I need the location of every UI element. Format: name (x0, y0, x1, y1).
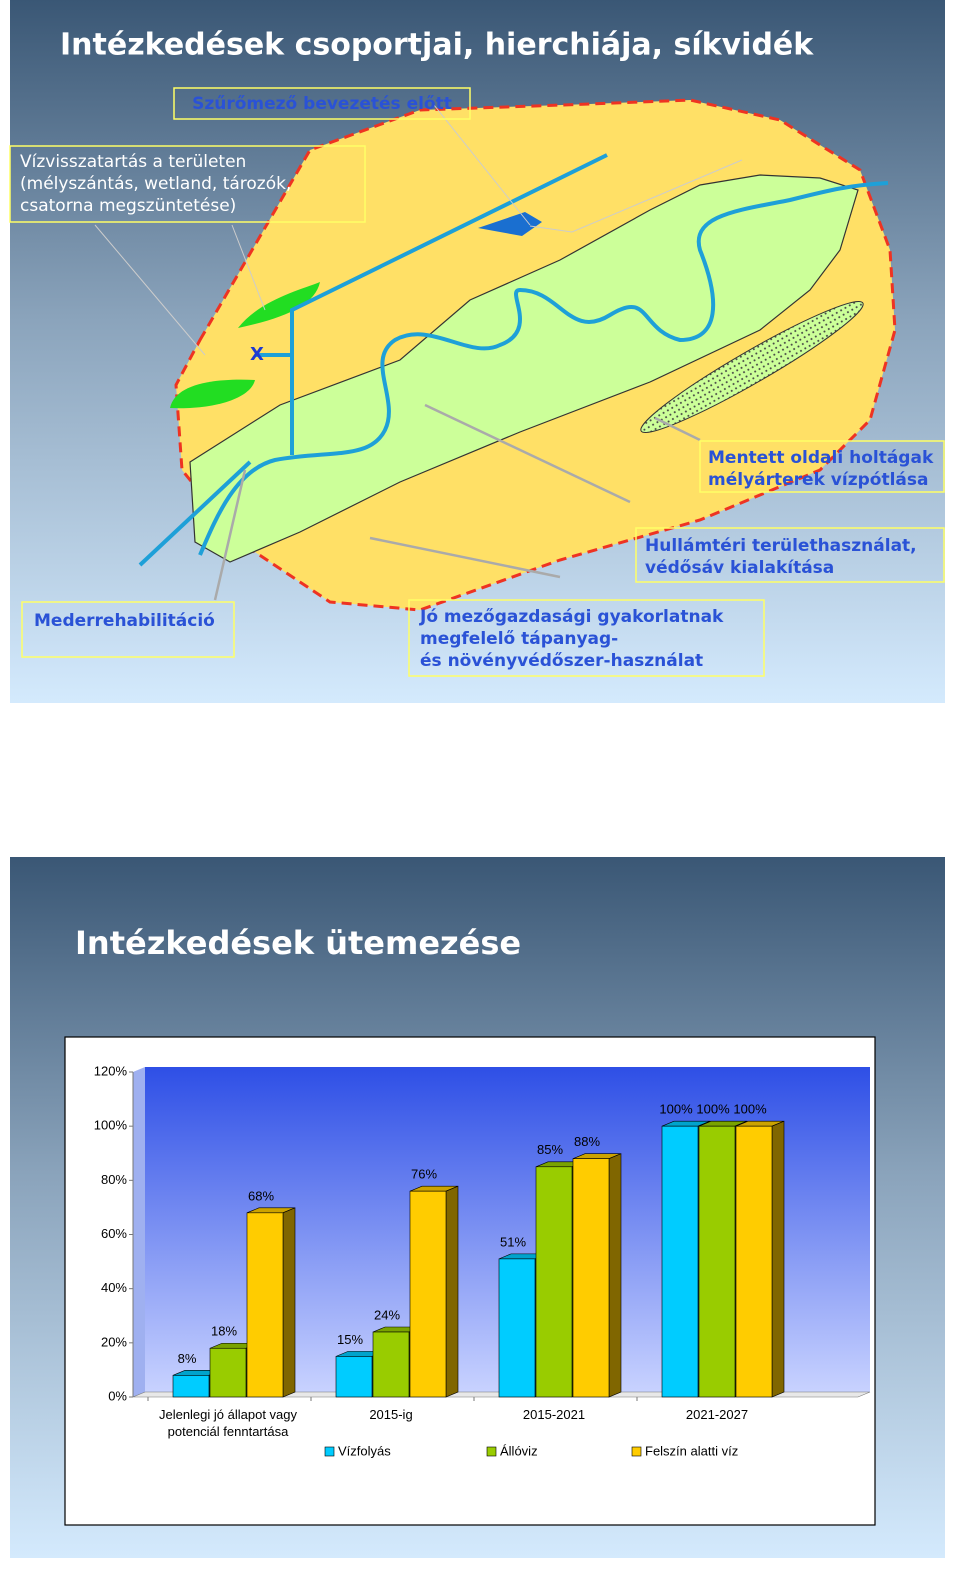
legend-swatch (486, 1446, 497, 1457)
callout-box (173, 87, 471, 120)
value-label: 18% (211, 1324, 237, 1339)
bar (335, 1356, 373, 1398)
bar (661, 1125, 699, 1398)
y-tick-label: 60% (101, 1226, 127, 1241)
bar-side (282, 1207, 296, 1398)
arrow (213, 403, 701, 601)
y-tick-label: 0% (108, 1388, 127, 1403)
slide-title: Intézkedések csoportjai, hierchiája, sík… (60, 28, 814, 63)
callout: Mentett oldali holtágak (708, 448, 934, 468)
bar (409, 1190, 447, 1398)
callout: csatorna megszüntetése) (20, 196, 236, 216)
callout-box (408, 599, 765, 677)
legend-swatch (631, 1446, 642, 1457)
callout: mélyárterek vízpótlása (708, 470, 928, 490)
value-label: 85% (537, 1142, 563, 1157)
legend-label: Vízfolyás (338, 1443, 391, 1458)
callout: Hullámtéri területhasználat, (645, 536, 917, 556)
legend-swatch (324, 1446, 335, 1457)
slide-title: Intézkedések ütemezése (75, 924, 521, 962)
bar (535, 1166, 573, 1398)
bar (572, 1158, 610, 1398)
side-wall (133, 1067, 145, 1397)
y-tick-label: 20% (101, 1334, 127, 1349)
floodplain (189, 174, 859, 563)
value-label: 8% (178, 1351, 197, 1366)
x-tick-label: 2015-ig (369, 1407, 413, 1422)
bar (735, 1125, 773, 1398)
marker: X (250, 344, 264, 365)
callout: és növényvédőszer-használat (420, 651, 703, 671)
y-tick-label: 120% (94, 1063, 128, 1078)
callout-box (9, 145, 366, 223)
callout-box (635, 527, 945, 583)
legend-label: Állóviz (500, 1443, 538, 1458)
callout: Jó mezőgazdasági gyakorlatnak (419, 607, 724, 627)
callout: védősáv kialakítása (645, 558, 834, 578)
bar-side (445, 1185, 459, 1398)
callout-box (699, 440, 945, 493)
wetland (170, 379, 255, 409)
legend-label: Felszín alatti víz (645, 1443, 738, 1458)
wetland (238, 282, 320, 328)
bar (246, 1212, 284, 1398)
callout: Szűrőmező bevezetés előtt (192, 94, 452, 114)
x-tick-label: Jelenlegi jó állapot vagy potenciál fenn… (158, 1407, 298, 1439)
pointer (529, 159, 743, 233)
oxbow (640, 301, 864, 433)
value-label: 100% (696, 1102, 730, 1117)
filter-strip (478, 212, 542, 236)
value-label: 88% (574, 1134, 600, 1149)
callout: Mederrehabilitáció (34, 611, 215, 631)
value-label: 24% (374, 1307, 400, 1322)
callout: (mélyszántás, wetland, tározók, (20, 174, 291, 194)
value-label: 100% (659, 1102, 693, 1117)
value-label: 51% (500, 1234, 526, 1249)
map: X (94, 98, 897, 612)
callout: megfelelő tápanyag- (420, 629, 618, 649)
x-tick-label: 2021-2027 (685, 1407, 749, 1422)
y-tick-label: 40% (101, 1280, 127, 1295)
x-tick-label: 2015-2021 (522, 1407, 586, 1422)
callout-box (21, 601, 235, 658)
value-label: 15% (337, 1332, 363, 1347)
bar (498, 1258, 536, 1398)
bar-side (608, 1153, 622, 1398)
value-label: 100% (733, 1102, 767, 1117)
value-label: 68% (248, 1188, 274, 1203)
value-label: 76% (411, 1167, 437, 1182)
y-tick-label: 100% (94, 1118, 128, 1133)
bar-side (771, 1120, 785, 1398)
bar (209, 1347, 247, 1398)
channel (138, 153, 608, 567)
pointer (94, 99, 531, 356)
bar (172, 1375, 210, 1398)
y-tick-label: 80% (101, 1172, 127, 1187)
bar (698, 1125, 736, 1398)
callout: Vízvisszatartás a területen (20, 152, 246, 172)
bar (372, 1331, 410, 1398)
river (198, 181, 889, 556)
